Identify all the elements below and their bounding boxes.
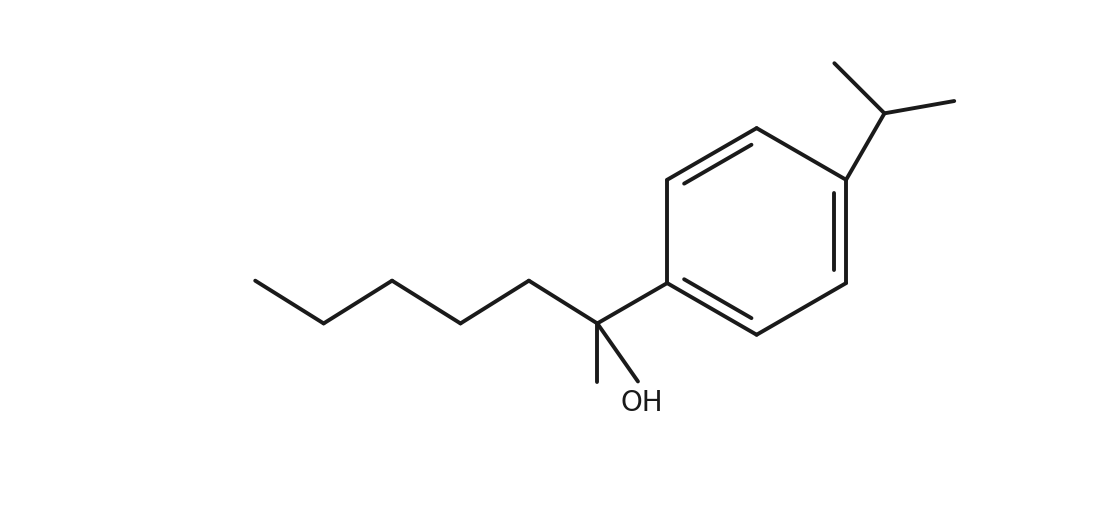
Text: OH: OH: [620, 390, 663, 417]
